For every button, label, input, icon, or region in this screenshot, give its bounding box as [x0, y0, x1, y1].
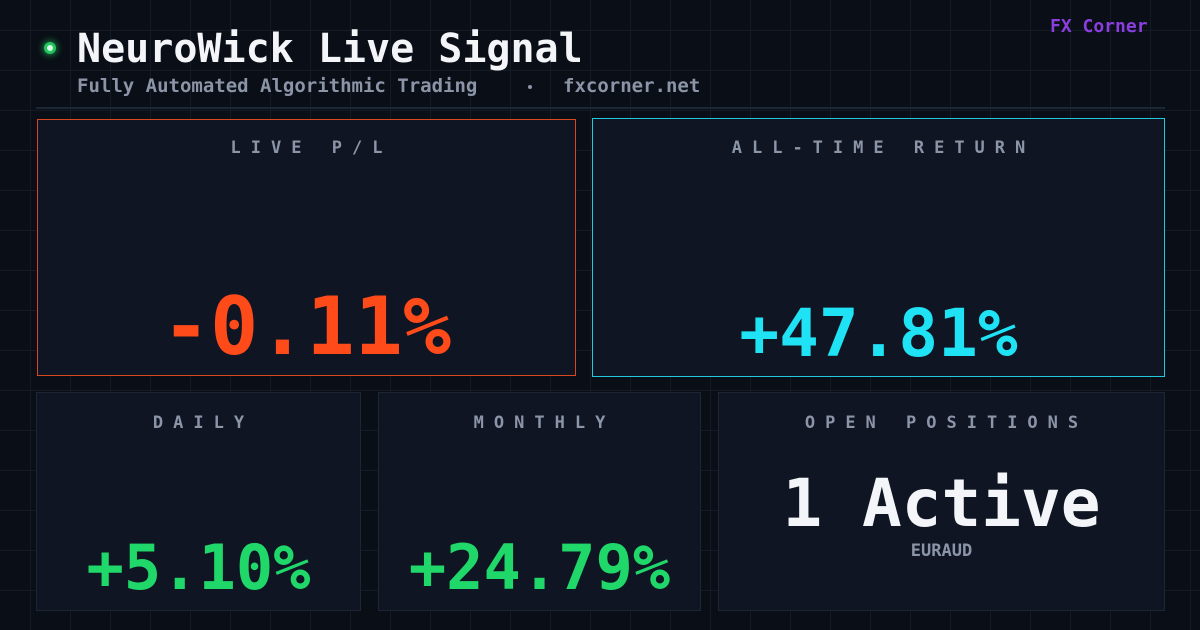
separator	[528, 85, 532, 89]
brand: FX Corner	[1050, 16, 1148, 37]
card: OPEN POSITIONS 1 Active EURAUD	[718, 392, 1165, 611]
card: DAILY +5.10%	[36, 392, 361, 611]
card-value: +24.79%	[408, 531, 671, 604]
status-dot	[44, 42, 56, 54]
subtitle: Fully Automated Algorithmic Trading	[77, 75, 478, 97]
card-label: MONTHLY	[473, 413, 616, 433]
card: LIVE P/L -0.11%	[37, 119, 576, 376]
card-label: DAILY	[152, 413, 255, 433]
card-label: ALL-TIME RETURN	[731, 138, 1036, 158]
card-value: +5.10%	[86, 531, 311, 604]
card-value: 1 Active	[782, 465, 1101, 542]
divider	[36, 107, 1165, 109]
card-label: LIVE P/L	[230, 138, 393, 158]
card-detail: EURAUD	[910, 541, 973, 561]
card: ALL-TIME RETURN +47.81%	[592, 118, 1165, 377]
card-label: OPEN POSITIONS	[804, 413, 1089, 433]
site: fxcorner.net	[563, 75, 701, 97]
card-value: -0.11%	[162, 280, 451, 373]
title: NeuroWick Live Signal	[77, 26, 583, 72]
card: MONTHLY +24.79%	[378, 392, 701, 611]
card-value: +47.81%	[739, 295, 1018, 372]
